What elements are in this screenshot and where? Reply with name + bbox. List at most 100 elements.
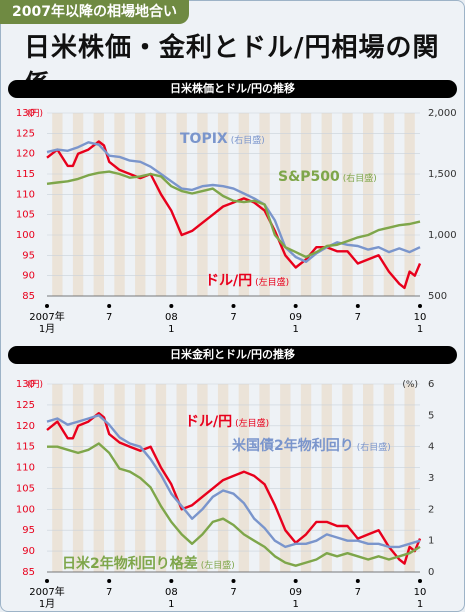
month-band bbox=[155, 384, 167, 572]
left-tick-label: 100 bbox=[16, 230, 35, 241]
series-line-2 bbox=[46, 170, 421, 259]
month-band bbox=[52, 384, 63, 572]
panel2-title: 日米金利とドル/円の推移 bbox=[8, 346, 457, 364]
month-band bbox=[238, 113, 250, 296]
left-tick-label: 95 bbox=[22, 250, 35, 261]
x-tick-label: 1 bbox=[168, 599, 174, 610]
series-label-2: 日米2年物利回り格差 bbox=[62, 555, 198, 572]
left-tick-label: 105 bbox=[16, 210, 35, 221]
right-tick-label: 500 bbox=[428, 291, 447, 302]
series-label-2: S&P500 bbox=[278, 169, 340, 185]
x-tick-dot bbox=[45, 304, 49, 308]
month-band bbox=[114, 113, 125, 296]
month-band bbox=[280, 384, 291, 572]
month-band bbox=[114, 384, 125, 572]
right-tick-label: 1,500 bbox=[428, 169, 457, 180]
right-tick-label: 3 bbox=[428, 473, 434, 484]
x-tick-dot bbox=[293, 579, 298, 583]
month-band bbox=[321, 113, 332, 296]
x-tick-label: 08 bbox=[165, 587, 178, 598]
right-axis-unit: (%) bbox=[402, 380, 418, 390]
left-axis-unit: (円) bbox=[27, 108, 43, 119]
left-tick-label: 85 bbox=[22, 291, 35, 302]
month-band bbox=[197, 384, 208, 572]
month-band bbox=[217, 113, 229, 296]
x-tick-label: 1 bbox=[417, 599, 423, 610]
left-tick-label: 95 bbox=[22, 525, 35, 536]
left-tick-label: 110 bbox=[16, 189, 35, 200]
left-axis-unit: (円) bbox=[27, 379, 43, 390]
month-band bbox=[135, 113, 146, 296]
left-tick-label: 130 bbox=[16, 379, 35, 390]
month-band bbox=[300, 113, 312, 296]
x-tick-label: 09 bbox=[289, 587, 302, 598]
month-band bbox=[176, 384, 187, 572]
x-tick-label: 10 bbox=[414, 587, 427, 598]
month-band bbox=[197, 113, 208, 296]
x-tick-dot bbox=[418, 304, 422, 308]
x-tick-dot bbox=[418, 579, 422, 583]
month-band bbox=[93, 113, 104, 296]
month-band bbox=[300, 384, 312, 572]
left-tick-label: 90 bbox=[22, 546, 35, 557]
x-tick-dot bbox=[355, 304, 360, 308]
x-tick-dot bbox=[169, 579, 174, 583]
series-line-1 bbox=[46, 414, 421, 549]
month-band bbox=[280, 113, 291, 296]
section-tag: 2007年以降の相場地合い bbox=[0, 0, 189, 24]
left-tick-label: 105 bbox=[16, 483, 35, 494]
series-annotation-2: (右目盛) bbox=[343, 172, 377, 184]
x-tick-label: 08 bbox=[165, 312, 178, 323]
x-tick-label: 7 bbox=[230, 587, 236, 598]
x-tick-label: 7 bbox=[355, 587, 361, 598]
x-tick-label: 1 bbox=[168, 324, 174, 335]
series-annotation-2: (左目盛) bbox=[201, 559, 235, 571]
x-tick-label: 2007年 bbox=[29, 585, 64, 598]
month-band bbox=[155, 113, 167, 296]
series-annotation-0: (左目盛) bbox=[255, 276, 289, 288]
series-label-1: TOPIX bbox=[180, 131, 228, 147]
x-tick-label: 1 bbox=[417, 324, 423, 335]
month-band bbox=[404, 384, 415, 572]
x-tick-label: 1月 bbox=[39, 598, 55, 610]
month-band bbox=[176, 113, 187, 296]
right-tick-label: 2 bbox=[428, 504, 434, 515]
right-tick-label: 5 bbox=[428, 410, 434, 421]
x-tick-label: 10 bbox=[414, 312, 427, 323]
series-annotation-1: (右目盛) bbox=[231, 134, 265, 146]
x-tick-dot bbox=[355, 579, 360, 583]
month-band bbox=[52, 113, 63, 296]
month-band bbox=[383, 384, 395, 572]
right-tick-label: 1,000 bbox=[428, 230, 457, 241]
month-band bbox=[404, 113, 415, 296]
x-tick-label: 7 bbox=[230, 312, 236, 323]
left-tick-label: 90 bbox=[22, 271, 35, 282]
series-annotation-1: (右目盛) bbox=[357, 441, 391, 453]
month-band bbox=[93, 384, 104, 572]
series-line-0 bbox=[46, 140, 422, 290]
x-tick-dot bbox=[169, 304, 174, 308]
right-tick-label: 4 bbox=[428, 442, 434, 453]
left-tick-label: 110 bbox=[16, 463, 35, 474]
series-line-0 bbox=[46, 412, 422, 565]
month-band bbox=[217, 384, 229, 572]
x-tick-label: 7 bbox=[106, 312, 112, 323]
month-band bbox=[363, 113, 374, 296]
left-tick-label: 115 bbox=[16, 442, 35, 453]
left-tick-label: 115 bbox=[16, 169, 35, 180]
month-band bbox=[72, 384, 84, 572]
month-band bbox=[363, 384, 374, 572]
right-tick-label: 6 bbox=[428, 379, 434, 390]
left-tick-label: 125 bbox=[16, 128, 35, 139]
x-tick-label: 1 bbox=[292, 599, 298, 610]
x-tick-label: 7 bbox=[355, 312, 361, 323]
left-tick-label: 120 bbox=[16, 421, 35, 432]
x-tick-label: 1 bbox=[292, 324, 298, 335]
month-band bbox=[342, 384, 353, 572]
month-band bbox=[321, 384, 332, 572]
series-annotation-0: (左目盛) bbox=[235, 417, 269, 429]
month-band bbox=[383, 113, 395, 296]
left-tick-label: 130 bbox=[16, 108, 35, 119]
series-label-0: ドル/円 bbox=[205, 273, 252, 289]
